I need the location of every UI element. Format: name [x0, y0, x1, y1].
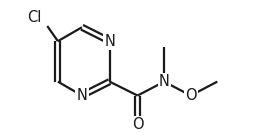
- Text: Cl: Cl: [27, 10, 41, 25]
- Text: N: N: [76, 88, 87, 103]
- Text: O: O: [185, 88, 197, 103]
- Text: O: O: [132, 117, 144, 132]
- Text: N: N: [159, 74, 170, 89]
- Text: N: N: [104, 34, 115, 49]
